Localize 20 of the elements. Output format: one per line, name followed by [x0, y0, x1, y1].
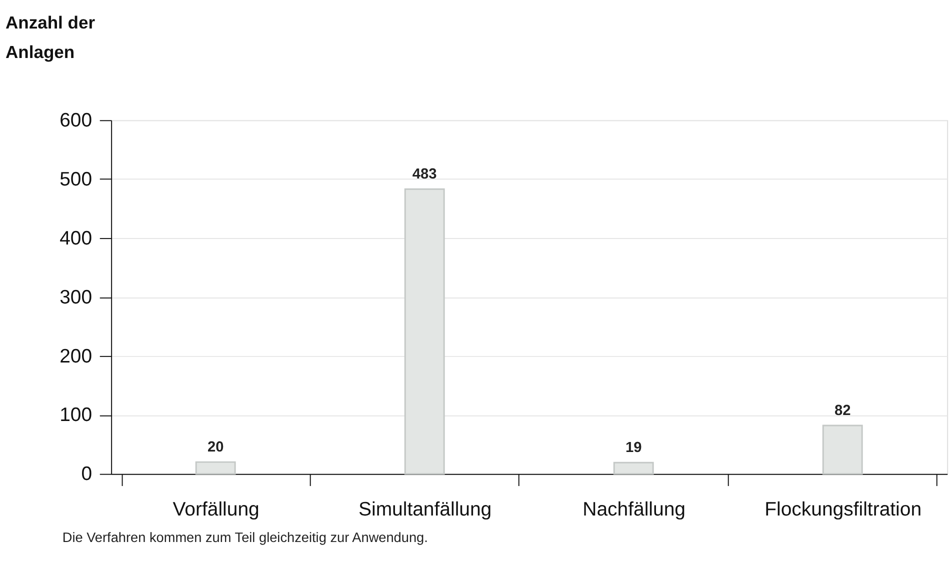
- y-tick-label: 200: [60, 345, 92, 368]
- chart-title: Anzahl der Anlagen: [5, 12, 96, 62]
- y-tick-label: 400: [60, 227, 92, 250]
- y-tick-label: 600: [60, 109, 92, 132]
- data-label: 82: [834, 402, 851, 419]
- y-tick-label: 100: [60, 404, 92, 426]
- y-tick-label: 500: [60, 168, 92, 190]
- x-tick-label: Flockungsfiltration: [764, 498, 922, 520]
- x-tick-label: Nachfällung: [582, 498, 686, 520]
- bar: [195, 461, 236, 475]
- bar: [822, 424, 863, 475]
- data-label: 20: [207, 439, 224, 456]
- bar: [613, 462, 654, 475]
- data-label: 19: [625, 440, 642, 456]
- x-tick-label: Vorfällung: [172, 498, 260, 520]
- text: Die Verfahren kommen zum Teil gleichzeitig zur Anwendung.: [62, 530, 428, 546]
- x-tick-label: Simultanfällung: [358, 498, 492, 520]
- y-tick-label: 0: [81, 463, 92, 486]
- y-tick-label: 300: [60, 286, 92, 308]
- data-label: 483: [412, 166, 437, 182]
